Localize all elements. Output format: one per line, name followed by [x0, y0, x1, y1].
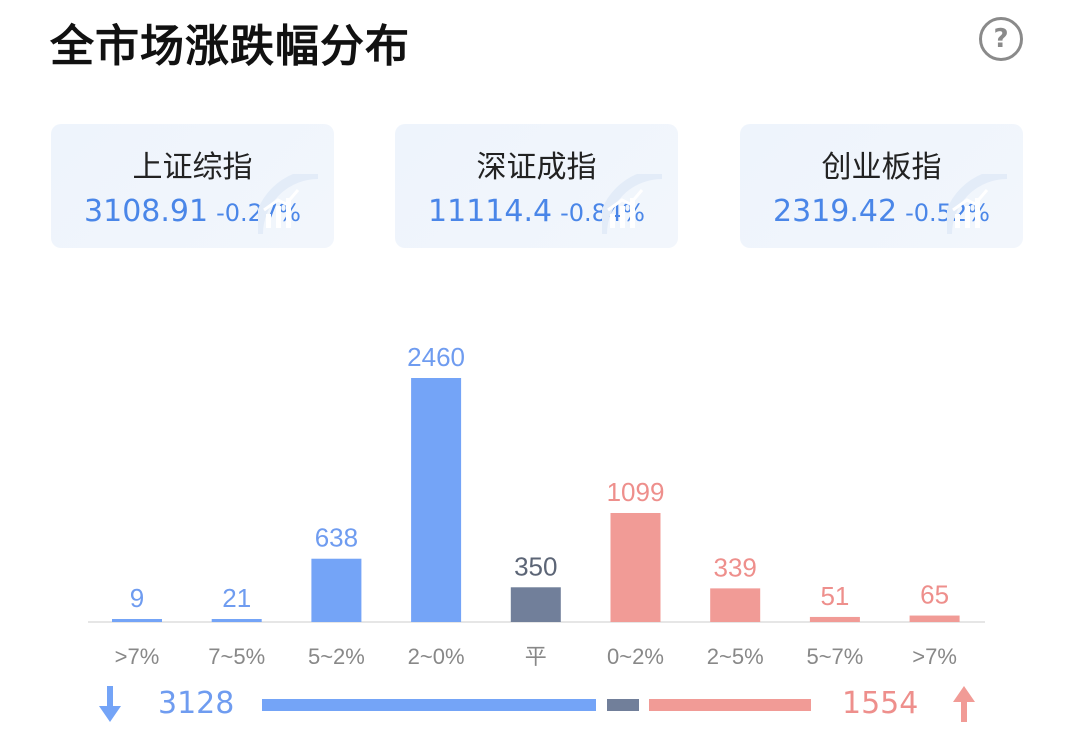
- bar-1[interactable]: [211, 619, 262, 622]
- trend-chart-icon: [258, 174, 318, 234]
- bar-value-label: 9: [130, 583, 144, 613]
- index-name: 创业板指: [821, 150, 942, 185]
- bar-6[interactable]: [710, 588, 761, 622]
- bar-value-label: 21: [222, 583, 251, 613]
- page-title: 全市场涨跌幅分布: [50, 21, 410, 72]
- bar-value-label: 65: [920, 580, 949, 610]
- bar-0[interactable]: [112, 619, 162, 622]
- index-value: 3108.91: [84, 194, 209, 229]
- bar-3[interactable]: [411, 378, 462, 622]
- x-tick-label: 2~0%: [408, 644, 465, 669]
- distribution-bar-chart: 9 >7% 21 7~5% 638 5~2% 2460 2~0% 350 平 1099 0~2% 339…: [88, 342, 985, 669]
- x-tick-label: 5~2%: [308, 644, 365, 669]
- index-card-sh[interactable]: 上证综指 3108.91 -0.27%: [51, 124, 334, 248]
- index-card-sz[interactable]: 深证成指 11114.4 -0.84%: [395, 124, 678, 248]
- x-tick-label: 5~7%: [806, 644, 863, 669]
- index-name: 上证综指: [132, 150, 253, 185]
- bar-2[interactable]: [311, 558, 362, 622]
- arrow-down-icon: [99, 686, 121, 722]
- x-tick-label: 7~5%: [208, 644, 265, 669]
- bar-4[interactable]: [510, 587, 561, 622]
- bar-value-label: 350: [514, 551, 557, 581]
- x-tick-label: >7%: [115, 644, 160, 669]
- flat-ratio-bar: [607, 699, 639, 711]
- bar-value-label: 2460: [407, 342, 465, 372]
- bar-5[interactable]: [610, 512, 661, 622]
- trend-chart-icon: [602, 174, 662, 234]
- bar-value-label: 638: [315, 523, 358, 553]
- bar-8[interactable]: [909, 615, 960, 622]
- x-tick-label: 平: [525, 644, 547, 669]
- up-count: 1554: [842, 686, 919, 721]
- index-card-cyb[interactable]: 创业板指 2319.42 -0.52%: [740, 124, 1023, 248]
- bar-7[interactable]: [809, 616, 860, 622]
- index-value: 11114.4: [428, 194, 553, 229]
- index-name: 深证成指: [476, 150, 597, 185]
- up-ratio-bar: [649, 699, 811, 711]
- x-tick-label: 0~2%: [607, 644, 664, 669]
- arrow-up-icon: [953, 686, 975, 722]
- bar-value-label: 51: [820, 581, 849, 611]
- question-circle-icon[interactable]: ?: [979, 17, 1023, 61]
- trend-chart-icon: [947, 174, 1007, 234]
- bar-value-label: 339: [714, 552, 757, 582]
- index-value: 2319.42: [773, 194, 898, 229]
- bar-value-label: 1099: [607, 477, 665, 507]
- x-tick-label: 2~5%: [707, 644, 764, 669]
- x-tick-label: >7%: [912, 644, 957, 669]
- down-count: 3128: [158, 686, 235, 721]
- down-ratio-bar: [262, 699, 596, 711]
